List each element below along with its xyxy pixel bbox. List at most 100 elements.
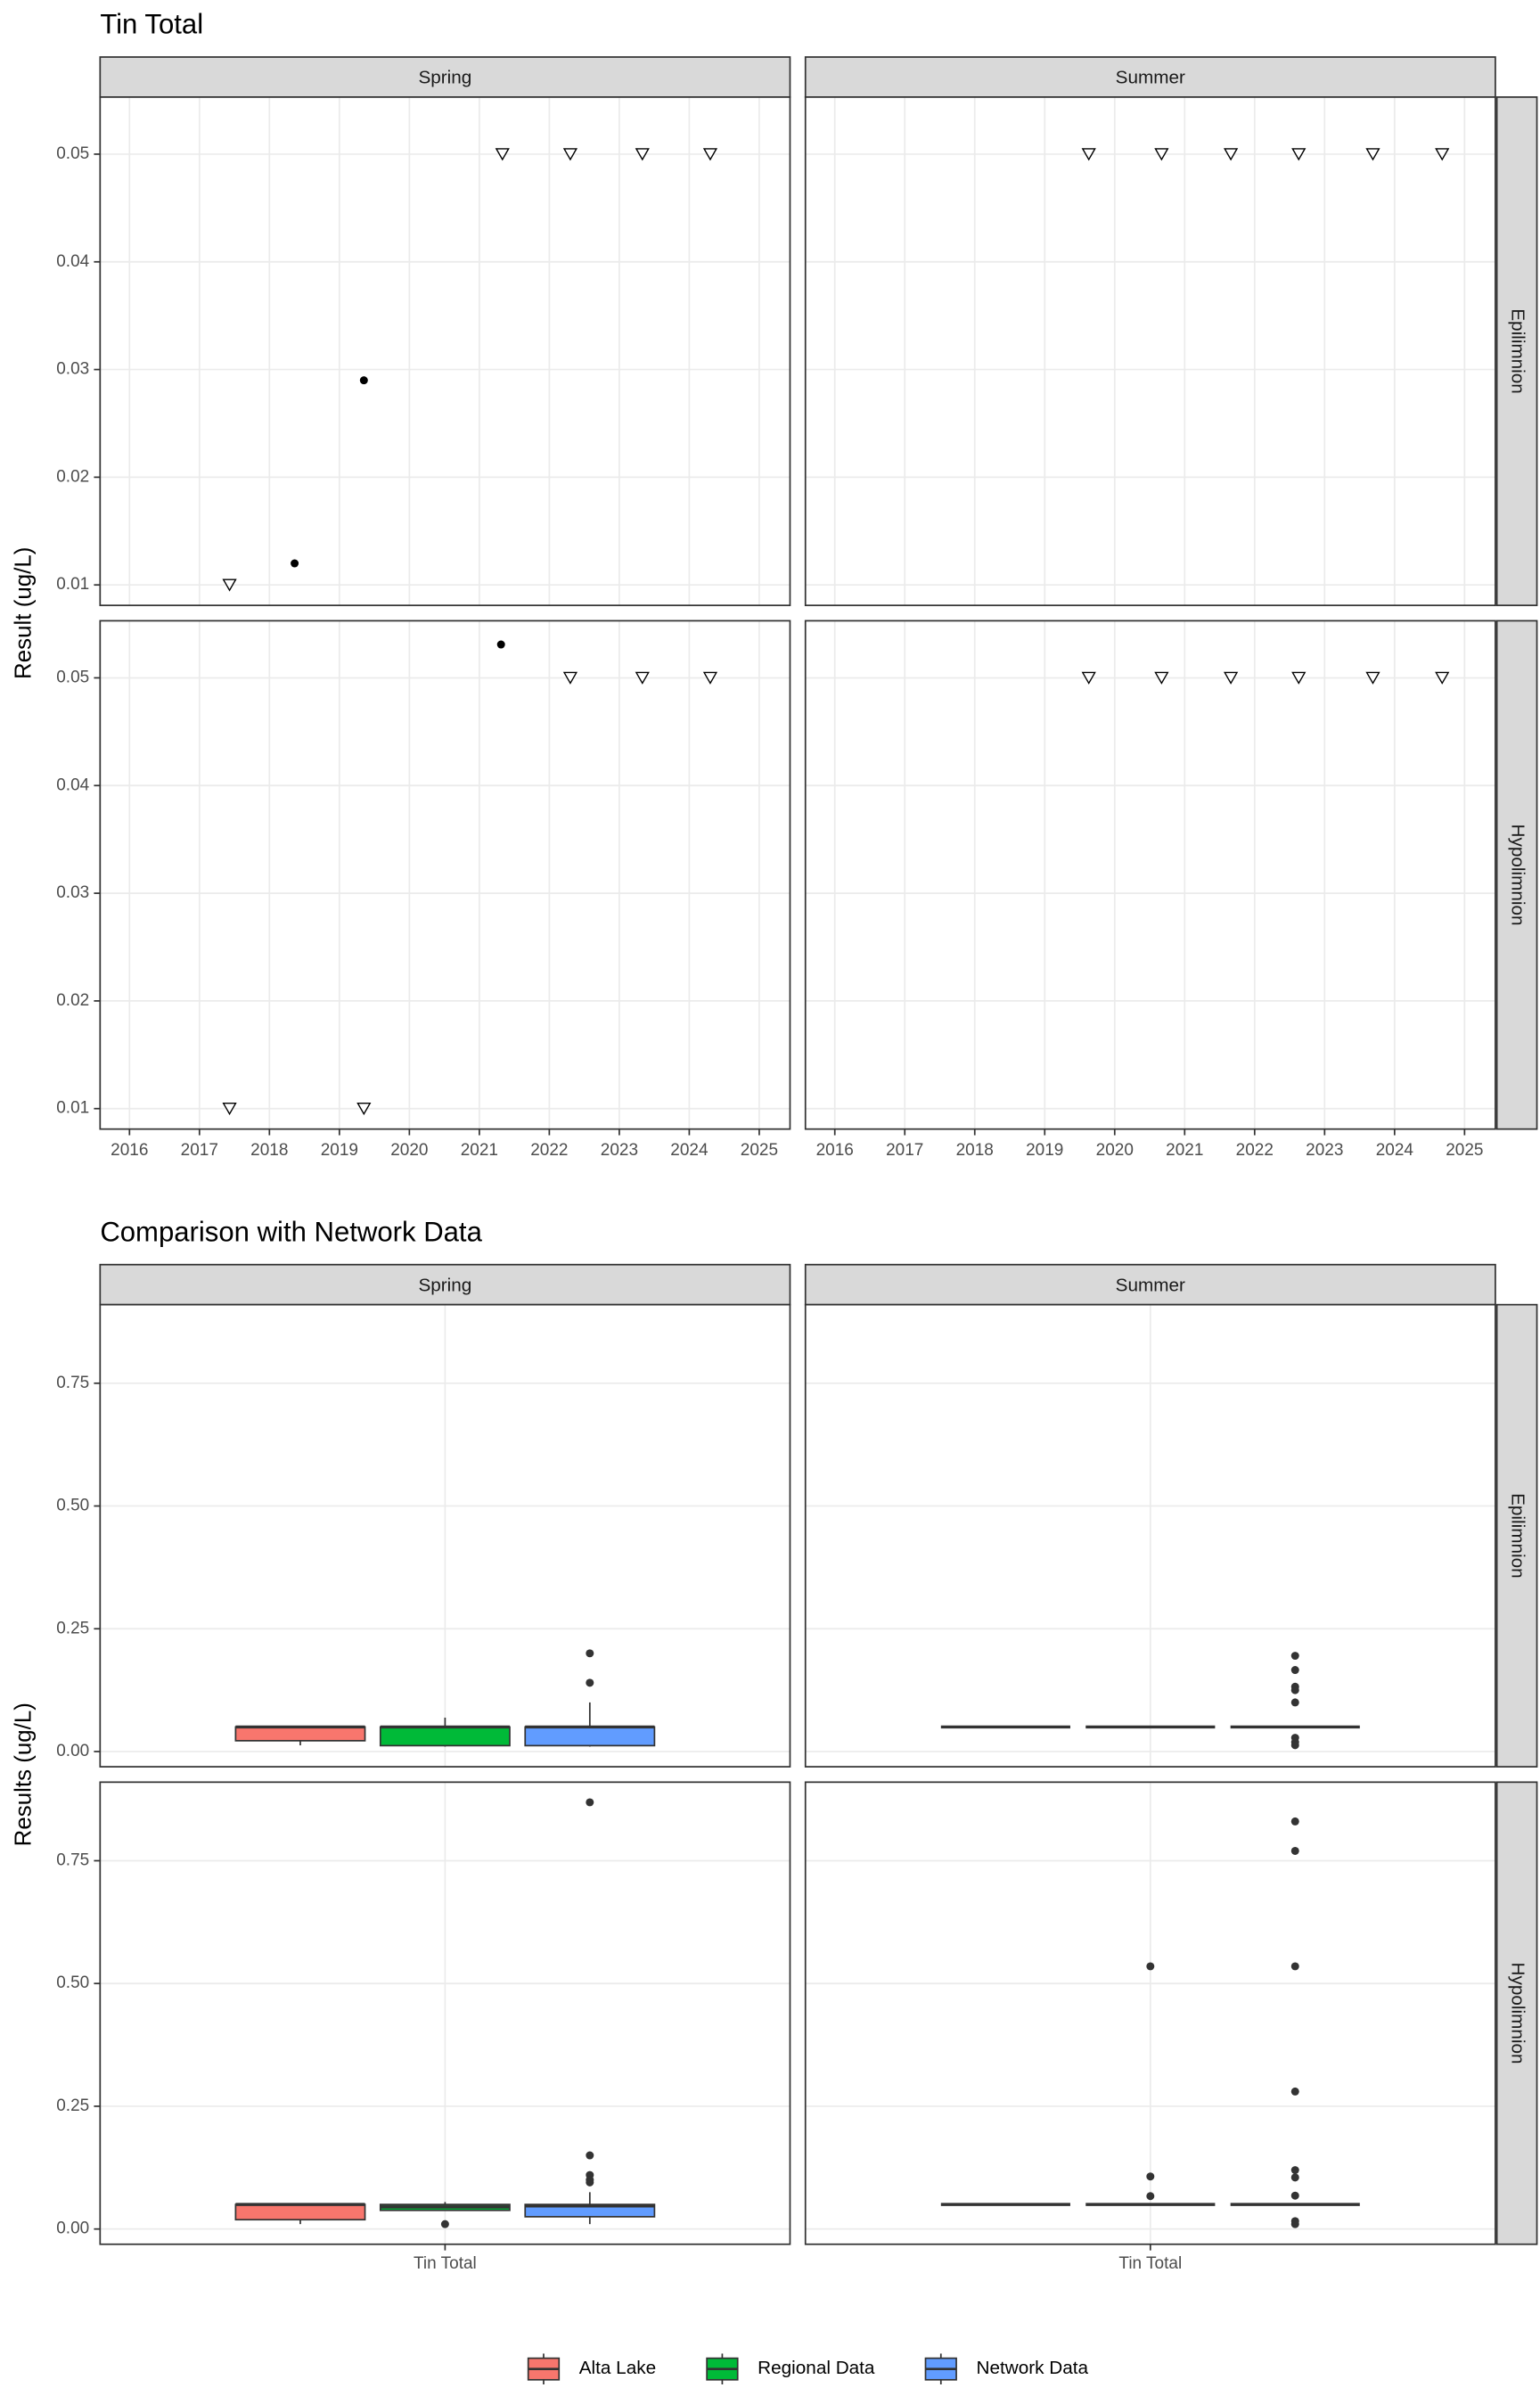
outlier xyxy=(1290,2087,1299,2096)
point xyxy=(496,640,505,649)
column-strip-label: Spring xyxy=(418,1275,471,1295)
outlier xyxy=(586,2178,594,2187)
point xyxy=(356,1102,372,1116)
point xyxy=(222,1102,237,1116)
column-strip xyxy=(99,1263,791,1306)
point xyxy=(1224,148,1239,161)
box xyxy=(234,2203,366,2221)
panel-background xyxy=(805,620,1495,1129)
chart-title: Tin Total xyxy=(100,9,203,40)
y-tick-label: 0.50 xyxy=(56,1497,89,1515)
outlier xyxy=(1146,2192,1155,2201)
x-tick-label: 2021 xyxy=(461,1141,498,1160)
point xyxy=(222,578,237,592)
y-tick-label: 0.04 xyxy=(56,775,89,794)
outlier xyxy=(1290,2220,1299,2228)
y-tick-label: 0.03 xyxy=(56,883,89,902)
panel-border xyxy=(99,1781,791,2245)
y-tick-label: 0.01 xyxy=(56,575,89,594)
x-tick-label: 2016 xyxy=(111,1141,148,1160)
x-tick-label: 2023 xyxy=(1306,1141,1343,1160)
y-tick-label: 0.25 xyxy=(56,2096,89,2115)
y-tick-label: 0.03 xyxy=(56,360,89,379)
outlier xyxy=(1290,1652,1299,1661)
outlier xyxy=(1290,1741,1299,1750)
point xyxy=(1365,148,1380,161)
row-strip-label: Epilimnion xyxy=(1508,1493,1528,1579)
outlier xyxy=(1290,1846,1299,1855)
point xyxy=(1154,148,1169,161)
x-tick-label: 2016 xyxy=(816,1141,854,1160)
point xyxy=(562,148,578,161)
y-tick-label: 0.02 xyxy=(56,467,89,486)
row-strip xyxy=(1495,620,1538,1130)
outlier xyxy=(1290,2173,1299,2182)
column-strip xyxy=(804,56,1496,98)
y-tick-label: 0.04 xyxy=(56,252,89,271)
point xyxy=(1365,671,1380,685)
box xyxy=(234,1726,366,1742)
panel-border xyxy=(804,1303,1496,1768)
row-strip-label: Epilimnion xyxy=(1508,308,1528,394)
x-tick-label: 2024 xyxy=(1376,1141,1414,1160)
y-tick-label: 0.02 xyxy=(56,991,89,1010)
x-tick-label: 2018 xyxy=(250,1141,288,1160)
point xyxy=(495,148,510,161)
outlier xyxy=(586,1678,594,1687)
panel-background xyxy=(100,96,790,606)
panel-background xyxy=(100,620,790,1129)
x-tick-label: 2025 xyxy=(741,1141,778,1160)
point xyxy=(1435,671,1450,685)
column-strip-label: Spring xyxy=(418,68,471,88)
column-strip-label: Summer xyxy=(1116,68,1185,88)
point xyxy=(1154,671,1169,685)
row-strip-label: Hypolimnion xyxy=(1508,825,1528,926)
outlier xyxy=(1290,1686,1299,1694)
x-tick-label: 2025 xyxy=(1446,1141,1483,1160)
outlier xyxy=(1290,2191,1299,2200)
x-tick-label: 2022 xyxy=(1236,1141,1274,1160)
outlier xyxy=(1290,1666,1299,1675)
point xyxy=(635,148,650,161)
outlier xyxy=(586,1649,594,1658)
point xyxy=(1081,148,1096,161)
y-tick-label: 0.05 xyxy=(56,144,89,163)
legend-label: Regional Data xyxy=(758,2358,875,2378)
point xyxy=(1435,148,1450,161)
row-strip xyxy=(1495,96,1538,607)
y-axis-title: Result (ug/L) xyxy=(11,547,36,679)
y-tick-label: 0.25 xyxy=(56,1619,89,1637)
panel-border xyxy=(804,96,1496,607)
row-strip xyxy=(1495,1303,1538,1768)
panel-border xyxy=(804,1781,1496,2245)
row-strip xyxy=(1495,1781,1538,2245)
x-tick-label: 2019 xyxy=(321,1141,358,1160)
box xyxy=(524,1726,656,1747)
y-tick-label: 0.05 xyxy=(56,668,89,686)
y-tick-label: 0.00 xyxy=(56,2220,89,2238)
panel-background xyxy=(805,96,1495,606)
x-tick-label: 2018 xyxy=(956,1141,994,1160)
legend-label: Network Data xyxy=(977,2358,1089,2378)
y-tick-label: 0.01 xyxy=(56,1099,89,1118)
legend-label: Alta Lake xyxy=(579,2358,656,2378)
point xyxy=(702,671,718,685)
outlier xyxy=(440,2220,449,2228)
y-tick-label: 0.75 xyxy=(56,1374,89,1392)
x-tick-label: 2020 xyxy=(390,1141,428,1160)
panel-border xyxy=(99,1303,791,1768)
y-axis-title: Results (ug/L) xyxy=(11,1703,36,1846)
point xyxy=(1291,148,1307,161)
outlier xyxy=(586,2151,594,2160)
x-tick-label: 2024 xyxy=(670,1141,709,1160)
x-tick-label: 2023 xyxy=(601,1141,638,1160)
outlier xyxy=(1290,1698,1299,1707)
outlier xyxy=(1290,1962,1299,1971)
x-tick-label: 2019 xyxy=(1026,1141,1063,1160)
chart-title: Comparison with Network Data xyxy=(100,1216,482,1247)
point xyxy=(1081,671,1096,685)
outlier xyxy=(1290,1817,1299,1826)
point xyxy=(562,671,578,685)
